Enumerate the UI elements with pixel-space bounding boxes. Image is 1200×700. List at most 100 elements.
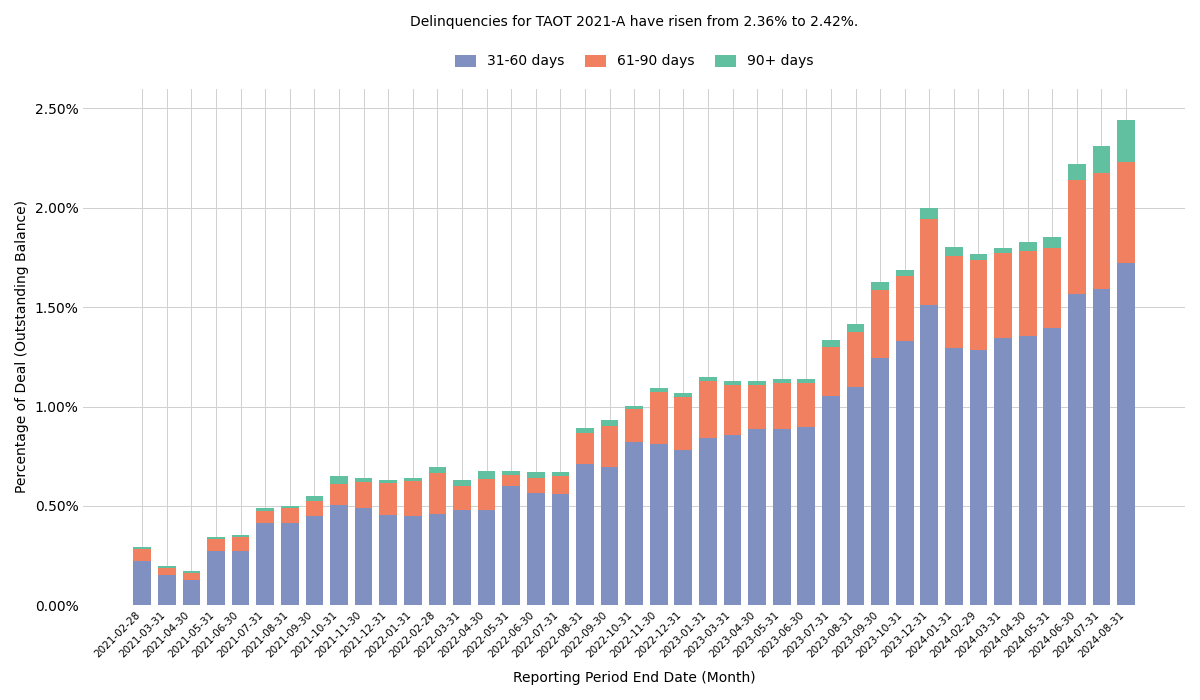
Bar xyxy=(1093,173,1110,289)
Bar xyxy=(822,395,840,606)
Bar xyxy=(920,218,938,305)
Bar xyxy=(601,421,618,426)
Bar xyxy=(355,478,372,482)
Bar xyxy=(1044,248,1061,328)
Bar xyxy=(1068,180,1086,294)
Bar xyxy=(330,476,348,484)
Bar xyxy=(379,480,397,483)
Bar xyxy=(1068,164,1086,180)
Bar xyxy=(1117,120,1135,162)
Bar xyxy=(404,516,421,606)
Bar xyxy=(700,381,716,438)
Bar xyxy=(896,341,913,606)
Bar xyxy=(306,496,323,501)
Bar xyxy=(478,510,496,606)
Bar xyxy=(355,482,372,508)
Bar xyxy=(306,516,323,606)
Bar xyxy=(896,276,913,341)
Bar xyxy=(871,358,889,606)
Bar xyxy=(1068,294,1086,606)
Bar xyxy=(896,270,913,276)
Bar xyxy=(158,566,175,568)
Bar xyxy=(871,282,889,290)
Bar xyxy=(724,384,742,435)
Bar xyxy=(355,508,372,606)
Bar xyxy=(478,479,496,510)
Bar xyxy=(847,386,864,606)
Bar xyxy=(527,478,545,493)
Bar xyxy=(527,472,545,478)
Bar xyxy=(674,393,692,397)
Bar xyxy=(1019,251,1037,336)
Bar xyxy=(182,580,200,606)
Bar xyxy=(404,478,421,481)
Bar xyxy=(257,511,274,523)
Bar xyxy=(133,561,151,606)
Bar xyxy=(379,483,397,514)
Bar xyxy=(503,486,520,606)
Y-axis label: Percentage of Deal (Outstanding Balance): Percentage of Deal (Outstanding Balance) xyxy=(16,200,29,494)
Bar xyxy=(650,388,667,391)
Bar xyxy=(306,501,323,516)
Bar xyxy=(749,384,766,429)
Bar xyxy=(428,467,446,473)
Bar xyxy=(970,255,988,260)
Bar xyxy=(158,568,175,575)
Bar xyxy=(552,472,569,476)
Bar xyxy=(552,494,569,606)
Bar xyxy=(1093,289,1110,606)
Bar xyxy=(454,510,470,606)
Bar xyxy=(601,426,618,467)
Bar xyxy=(1093,146,1110,173)
Bar xyxy=(798,379,815,383)
Bar xyxy=(625,410,643,442)
Bar xyxy=(920,305,938,606)
Bar xyxy=(428,473,446,514)
Bar xyxy=(798,428,815,606)
Bar xyxy=(576,428,594,433)
Bar xyxy=(257,523,274,606)
Bar xyxy=(946,348,962,606)
Bar xyxy=(478,471,496,479)
Bar xyxy=(625,442,643,606)
Bar xyxy=(454,480,470,486)
Bar xyxy=(208,537,224,539)
Bar xyxy=(650,444,667,606)
Bar xyxy=(208,551,224,606)
Bar xyxy=(281,523,299,606)
Bar xyxy=(1044,237,1061,248)
Bar xyxy=(503,475,520,486)
X-axis label: Reporting Period End Date (Month): Reporting Period End Date (Month) xyxy=(512,671,756,685)
Bar xyxy=(428,514,446,606)
Bar xyxy=(576,433,594,464)
Bar xyxy=(946,246,962,256)
Bar xyxy=(822,347,840,395)
Bar xyxy=(454,486,470,510)
Bar xyxy=(700,438,716,606)
Bar xyxy=(330,484,348,505)
Bar xyxy=(1044,328,1061,606)
Bar xyxy=(527,493,545,606)
Bar xyxy=(232,537,250,551)
Bar xyxy=(552,476,569,494)
Bar xyxy=(946,256,962,348)
Bar xyxy=(379,514,397,606)
Bar xyxy=(798,383,815,428)
Bar xyxy=(1117,162,1135,263)
Bar xyxy=(1019,241,1037,251)
Bar xyxy=(700,377,716,381)
Bar xyxy=(674,450,692,606)
Bar xyxy=(847,324,864,332)
Bar xyxy=(576,464,594,606)
Bar xyxy=(1019,336,1037,606)
Title: Delinquencies for TAOT 2021-A have risen from 2.36% to 2.42%.: Delinquencies for TAOT 2021-A have risen… xyxy=(410,15,858,29)
Bar xyxy=(847,332,864,386)
Bar xyxy=(625,405,643,409)
Bar xyxy=(995,248,1012,253)
Bar xyxy=(1117,263,1135,606)
Bar xyxy=(773,429,791,606)
Bar xyxy=(773,383,791,429)
Bar xyxy=(503,471,520,475)
Bar xyxy=(257,508,274,511)
Bar xyxy=(601,467,618,606)
